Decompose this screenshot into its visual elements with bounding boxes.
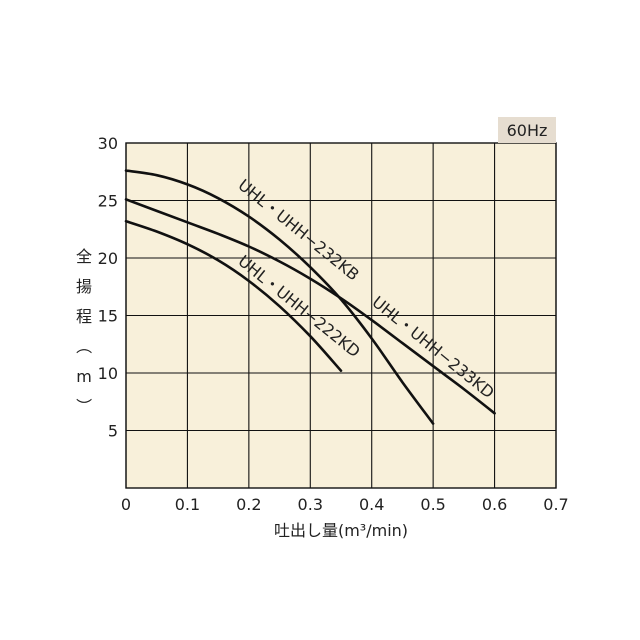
y-axis-label-char-5: ）: [74, 398, 93, 414]
x-tick-label-0: 0: [121, 495, 131, 514]
y-axis-label: 全揚程 （ m ）: [74, 247, 93, 414]
y-tick-label-4: 25: [98, 192, 118, 211]
plot-frame: [125, 142, 557, 489]
y-tick-label-2: 15: [98, 307, 118, 326]
x-tick-labels: 0 0.1 0.2 0.3 0.4 0.5 0.6 0.7: [121, 495, 569, 514]
x-tick-label-1: 0.1: [175, 495, 200, 514]
grid: [125, 142, 557, 489]
y-tick-labels: 5 10 15 20 25 30: [98, 134, 118, 441]
x-tick-label-3: 0.3: [298, 495, 323, 514]
x-tick-label-6: 0.6: [482, 495, 507, 514]
x-tick-label-7: 0.7: [543, 495, 568, 514]
x-axis-label: 吐出し量(m³/min): [274, 521, 408, 540]
y-tick-label-1: 10: [98, 364, 118, 383]
curves: [124, 169, 496, 425]
series-line-1: [124, 219, 343, 372]
frequency-badge-bg: [498, 117, 556, 143]
x-tick-label-5: 0.5: [420, 495, 445, 514]
series-line-0: [124, 169, 435, 425]
y-tick-label-0: 5: [108, 422, 118, 441]
frequency-badge: 60Hz: [507, 121, 548, 140]
x-tick-label-4: 0.4: [359, 495, 384, 514]
series-line-2: [124, 198, 496, 415]
x-tick-label-2: 0.2: [236, 495, 261, 514]
y-axis-label-char-0: 全: [76, 247, 92, 266]
y-tick-label-5: 30: [98, 134, 118, 153]
y-axis-label-char-3: （: [74, 338, 93, 354]
y-axis-label-char-2: 程: [76, 307, 92, 326]
y-tick-label-3: 20: [98, 249, 118, 268]
y-axis-label-char-1: 揚: [76, 277, 92, 296]
y-axis-label-char-4: m: [76, 367, 92, 386]
